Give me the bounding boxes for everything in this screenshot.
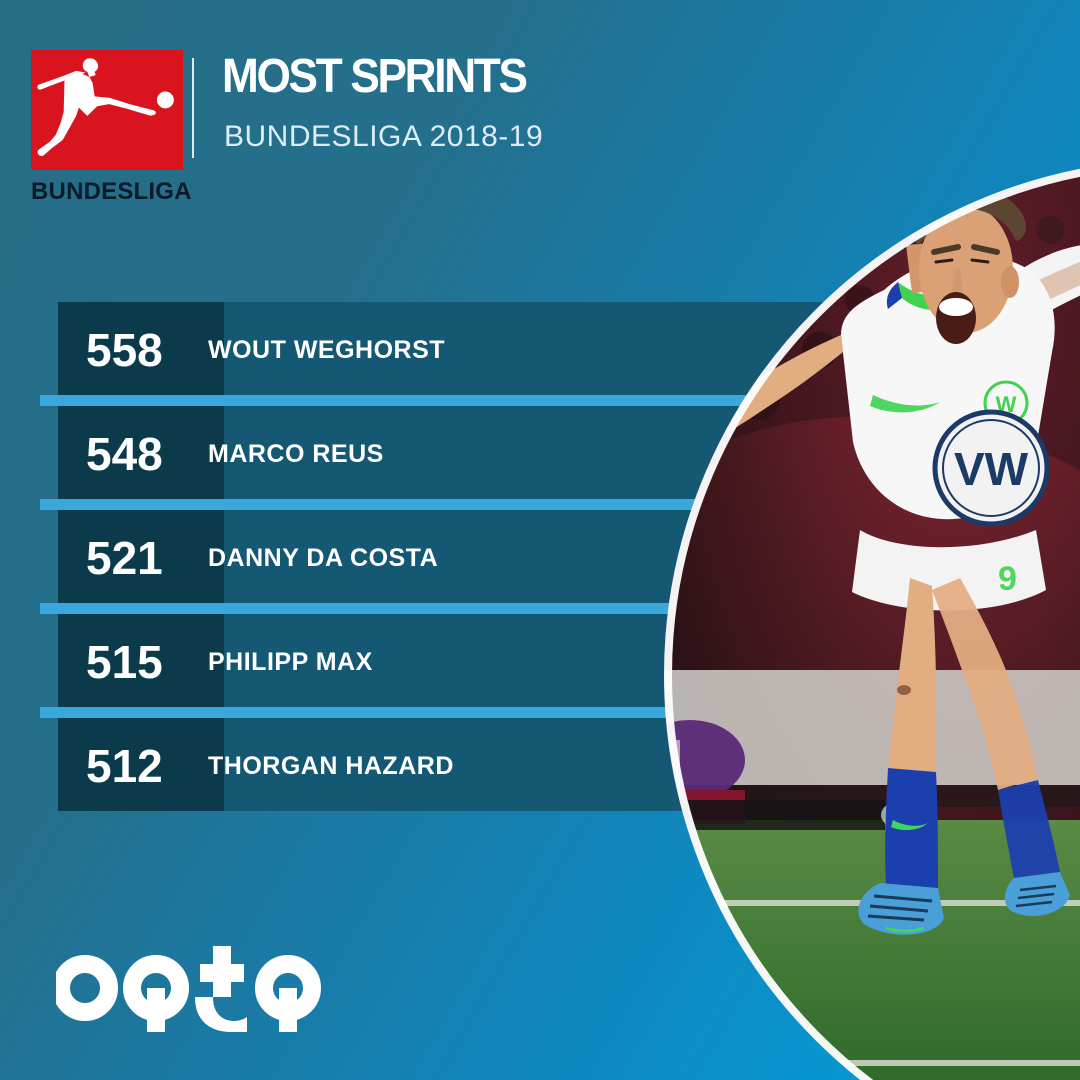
svg-text:9: 9 (998, 560, 1017, 598)
svg-text:VW: VW (954, 443, 1029, 495)
